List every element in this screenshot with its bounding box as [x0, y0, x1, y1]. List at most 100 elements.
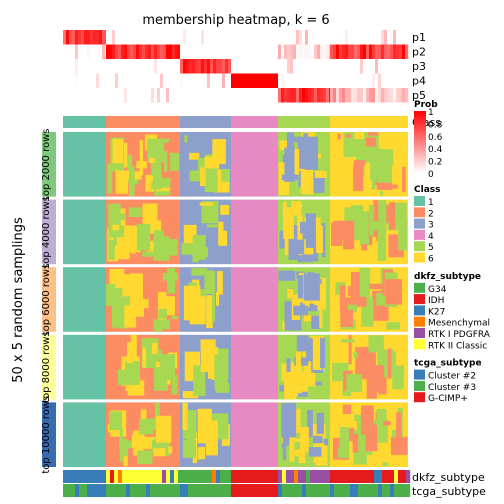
prob-cell [330, 44, 334, 59]
legend-swatch [414, 392, 425, 403]
prob-cell [273, 44, 277, 59]
noise-cell [218, 230, 228, 246]
prob-cell [234, 44, 238, 59]
noise-cell [376, 408, 382, 432]
prob-cell [228, 59, 232, 74]
prob-cell [323, 88, 327, 103]
prob-cell [127, 59, 131, 74]
noise-cell [204, 156, 220, 169]
prob-cell [278, 30, 282, 45]
prob-cell [166, 30, 170, 45]
prob-cell [399, 73, 403, 88]
prob-cell [148, 44, 152, 59]
prob-cell [172, 73, 176, 88]
prob-cell [278, 59, 282, 74]
prob-cell [234, 88, 238, 103]
prob-cell [243, 30, 247, 45]
subtype-cell [162, 470, 167, 483]
subtype-cell [200, 470, 205, 483]
noise-cell [372, 365, 385, 388]
prob-cell [93, 44, 97, 59]
noise-cell [212, 139, 226, 165]
prob-cell [106, 44, 110, 59]
prob-cell [75, 73, 79, 88]
subtype-cell [314, 484, 319, 497]
subtype-cell [71, 484, 76, 497]
prob-cell [87, 88, 91, 103]
prob-cell [348, 88, 352, 103]
prob-cell [314, 59, 318, 74]
subtype-cell [330, 470, 335, 483]
block-cell [63, 334, 106, 400]
noise-cell [130, 334, 137, 369]
noise-cell [303, 273, 320, 301]
prob-cell [157, 88, 161, 103]
legend-item: 2 [428, 209, 434, 219]
subtype-cell [390, 470, 395, 483]
prob-cell [381, 44, 385, 59]
prob-cell [345, 88, 349, 103]
membership-probability-rows [63, 30, 409, 103]
prob-cell [387, 44, 391, 59]
noise-cell [131, 434, 145, 448]
prob-cell [396, 30, 400, 45]
prob-cell [314, 44, 318, 59]
prob-cell [246, 30, 250, 45]
prob-cell [198, 30, 202, 45]
prob-cell [210, 59, 214, 74]
prob-cell [225, 59, 229, 74]
prob-cell [198, 73, 202, 88]
subtype-cell [180, 484, 185, 497]
prob-cell [299, 73, 303, 88]
subtype-cell [350, 484, 355, 497]
prob-cell [323, 30, 327, 45]
subtype-cell [110, 484, 115, 497]
prob-cell [145, 30, 149, 45]
prob-cell [189, 73, 193, 88]
prob-cell [290, 73, 294, 88]
prob-cell [78, 88, 82, 103]
noise-cell [201, 201, 219, 224]
noise-cell [300, 427, 309, 453]
subtype-cell [174, 484, 179, 497]
prob-cell [317, 88, 321, 103]
prob-cell [186, 59, 190, 74]
legend-item: 5 [428, 243, 434, 253]
noise-cell [109, 411, 123, 430]
prob-cell [246, 73, 250, 88]
prob-cell [387, 88, 391, 103]
prob-cell [169, 88, 173, 103]
noise-cell [290, 149, 300, 175]
prob-cell [87, 44, 91, 59]
prob-cell [333, 88, 337, 103]
noise-cell [165, 296, 175, 316]
prob-cell [157, 44, 161, 59]
prob-cell [139, 88, 143, 103]
prob-cell [287, 88, 291, 103]
subtype-cell [162, 484, 167, 497]
prob-cell [351, 44, 355, 59]
legend-item: RTK II Classic [428, 341, 487, 351]
prob-cell [93, 73, 97, 88]
prob-cell [192, 59, 196, 74]
subtype-cell [192, 470, 197, 483]
noise-cell [214, 354, 228, 386]
prob-tick: 0.8 [428, 120, 443, 130]
prob-cell [396, 44, 400, 59]
noise-cell [153, 236, 170, 261]
prob-cell [216, 73, 220, 88]
prob-cell [326, 59, 330, 74]
prob-cell [243, 59, 247, 74]
prob-cell [333, 44, 337, 59]
prob-cell [267, 59, 271, 74]
prob-cell [314, 88, 318, 103]
prob-cell [273, 88, 277, 103]
noise-cell [383, 420, 391, 426]
noise-cell [312, 336, 323, 370]
prob-cell [228, 30, 232, 45]
prob-cell [360, 44, 364, 59]
prob-cell [192, 30, 196, 45]
legend-swatch [414, 369, 425, 380]
noise-cell [365, 424, 378, 452]
noise-cell [200, 339, 216, 348]
